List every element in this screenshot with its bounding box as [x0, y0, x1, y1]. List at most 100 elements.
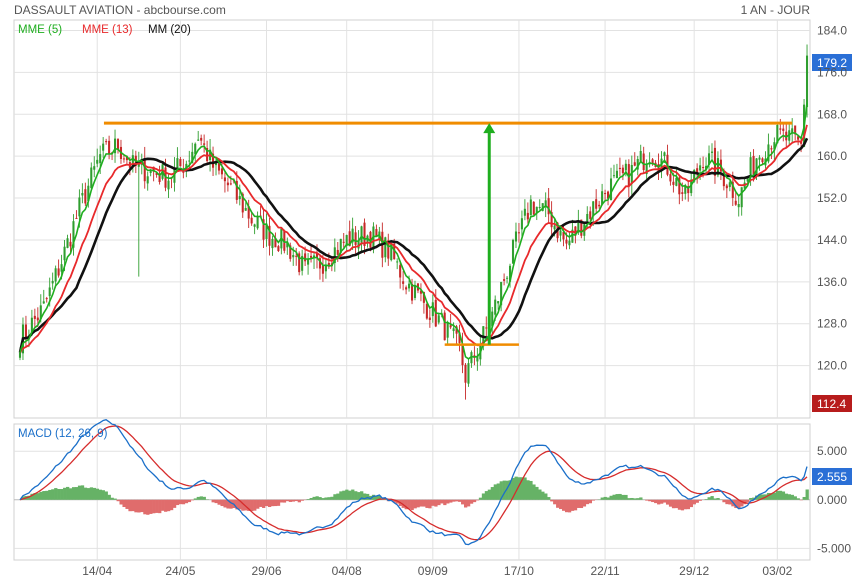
candle-body [702, 167, 704, 168]
candle-body [450, 325, 452, 327]
macd-histogram-bar [229, 500, 232, 509]
price-tick-label: 128.0 [817, 317, 847, 331]
macd-histogram-bar [476, 500, 479, 501]
candle-body [530, 199, 532, 215]
candle-body [254, 224, 256, 226]
macd-histogram-bar [547, 497, 550, 500]
macd-histogram-bar [497, 483, 500, 499]
macd-histogram-bar [125, 500, 128, 509]
candle-body [521, 218, 523, 229]
macd-histogram-bar [345, 490, 348, 500]
macd-histogram-bar [562, 500, 565, 511]
macd-histogram-bar [446, 500, 449, 504]
macd-histogram-bar [577, 500, 580, 508]
macd-histogram-bar [538, 490, 541, 500]
macd-histogram-bar [613, 495, 616, 500]
macd-histogram-bar [571, 500, 574, 511]
macd-histogram-bar [143, 500, 146, 515]
macd-histogram-bar [307, 499, 310, 500]
candle-body [355, 232, 357, 245]
price-tick-label: 152.0 [817, 191, 847, 205]
macd-histogram-bar [188, 500, 191, 502]
macd-histogram-bar [342, 491, 345, 500]
macd-histogram-bar [408, 500, 411, 509]
macd-histogram-bar [253, 500, 256, 511]
macd-histogram-bar [161, 500, 164, 511]
macd-histogram-bar [589, 500, 592, 503]
macd-histogram-bar [773, 493, 776, 500]
candle-body [78, 197, 80, 216]
macd-histogram-bar [681, 500, 684, 511]
macd-histogram-bar [200, 496, 203, 499]
macd-histogram-bar [428, 500, 431, 509]
candle-body [167, 181, 169, 190]
macd-histogram-bar [48, 490, 51, 500]
candle-body [84, 189, 86, 203]
candle-body [598, 205, 600, 206]
macd-histogram-bar [678, 500, 681, 510]
candle-body [782, 129, 784, 131]
macd-histogram-bar [256, 500, 259, 509]
price-tick-label: 160.0 [817, 149, 847, 163]
macd-histogram-bar [713, 498, 716, 499]
macd-histogram-bar [716, 498, 719, 500]
macd-histogram-bar [271, 500, 274, 506]
macd-histogram-bar [72, 487, 75, 500]
candle-body [307, 259, 309, 264]
low-price-label: 112.4 [817, 397, 846, 411]
candle-body [46, 298, 48, 299]
macd-tick-label: -5.000 [817, 541, 851, 555]
macd-histogram-bar [708, 497, 711, 500]
macd-histogram-bar [711, 496, 714, 500]
macd-histogram-bar [167, 500, 170, 511]
candle-body [52, 281, 54, 283]
macd-histogram-bar [182, 500, 185, 504]
macd-histogram-bar [140, 500, 143, 512]
candle-body [271, 239, 273, 248]
macd-histogram-bar [81, 485, 84, 499]
candle-body [464, 365, 466, 383]
macd-histogram-bar [431, 500, 434, 506]
macd-histogram-bar [327, 497, 330, 500]
macd-histogram-bar [102, 490, 105, 500]
candle-body [179, 159, 181, 166]
macd-histogram-bar [122, 500, 125, 507]
candle-body [49, 287, 51, 296]
macd-histogram-bar [482, 493, 485, 499]
candle-body [634, 162, 636, 165]
macd-histogram-bar [651, 500, 654, 502]
macd-histogram-bar [479, 498, 482, 500]
macd-histogram-bar [137, 500, 140, 513]
candle-body [429, 318, 431, 320]
candle-body [527, 213, 529, 219]
candle-body [61, 264, 63, 271]
macd-histogram-bar [212, 500, 215, 503]
macd-histogram-bar [152, 500, 155, 514]
x-tick-label: 22/11 [591, 564, 620, 578]
macd-histogram-bar [425, 500, 428, 508]
macd-histogram-bar [63, 488, 66, 500]
candle-body [203, 143, 205, 144]
macd-histogram-bar [295, 500, 298, 501]
macd-histogram-bar [176, 500, 179, 505]
macd-histogram-bar [601, 498, 604, 500]
candle-body [224, 177, 226, 181]
candle-body [806, 56, 808, 108]
candle-body [34, 316, 36, 319]
macd-histogram-bar [776, 491, 779, 500]
candle-body [738, 204, 740, 207]
macd-histogram-bar [553, 500, 556, 505]
candle-body [625, 164, 627, 171]
macd-histogram-bar [648, 500, 651, 501]
candle-body [200, 138, 202, 141]
macd-histogram-bar [419, 500, 422, 507]
macd-histogram-bar [794, 496, 797, 499]
macd-histogram-bar [268, 500, 271, 507]
candle-body [699, 165, 701, 170]
candle-body [405, 287, 407, 289]
candle-body [586, 214, 588, 221]
macd-histogram-bar [449, 500, 452, 503]
macd-histogram-bar [351, 490, 354, 500]
